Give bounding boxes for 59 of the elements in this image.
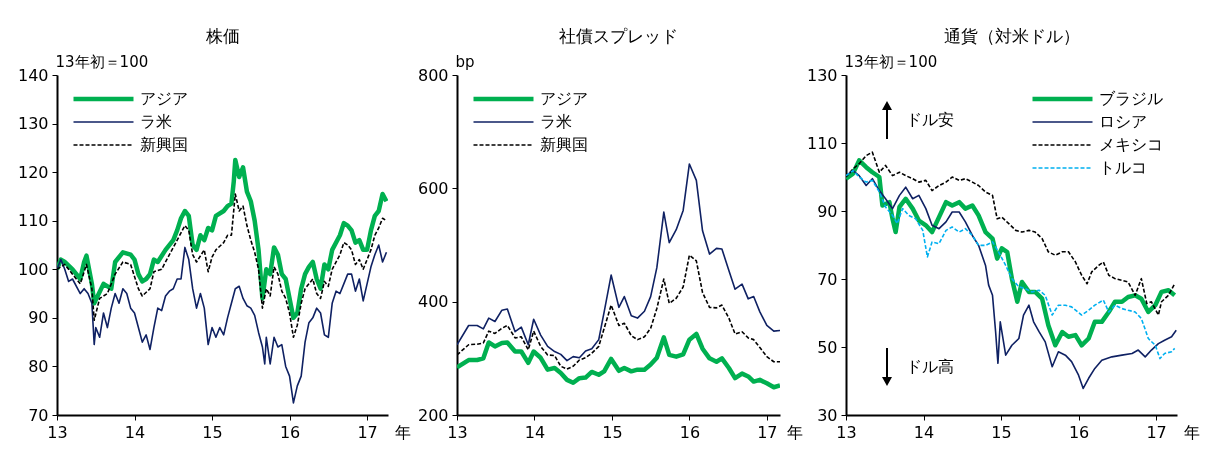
y-axis-title: 13年初＝100 (844, 52, 938, 71)
x-tick-label: 15 (602, 422, 623, 442)
legend-label: メキシコ (1099, 135, 1163, 154)
y-axis-title: 13年初＝100 (55, 52, 149, 71)
legend-label: 新興国 (540, 135, 588, 154)
x-tick-label: 17 (757, 422, 778, 442)
x-tick-label: 16 (1068, 422, 1090, 442)
x-axis-title: 年 (786, 422, 803, 442)
y-tick-label: 90 (28, 308, 49, 328)
y-tick-label: 120 (17, 162, 49, 182)
chart-title: 株価 (204, 26, 240, 46)
annotation: ドル高 (906, 357, 954, 376)
line-series (457, 331, 780, 390)
legend-label: 新興国 (140, 135, 188, 154)
y-tick-label: 50 (817, 337, 838, 357)
x-tick-label: 16 (679, 422, 701, 442)
x-tick-label: 13 (47, 422, 68, 442)
y-tick-label: 90 (817, 201, 838, 221)
line-series (846, 151, 1176, 316)
x-tick-label: 14 (124, 422, 146, 442)
legend-label: アジア (140, 89, 188, 108)
line-series (57, 157, 388, 321)
legend-label: ブラジル (1099, 89, 1163, 108)
y-tick-label: 140 (17, 65, 49, 85)
y-tick-label: 30 (817, 405, 838, 425)
x-tick-label: 13 (836, 422, 857, 442)
legend-label: トルコ (1099, 158, 1147, 177)
x-tick-label: 14 (913, 422, 935, 442)
chart-title: 通貨（対米ドル） (943, 26, 1080, 46)
legend-label: ラ米 (140, 112, 172, 131)
y-tick-label: 400 (417, 292, 449, 312)
y-tick-label: 110 (806, 133, 838, 153)
x-axis-title: 年 (1183, 422, 1200, 442)
legend-label: ロシア (1099, 112, 1147, 131)
y-tick-label: 600 (417, 178, 449, 198)
x-tick-label: 16 (279, 422, 301, 442)
x-tick-label: 15 (202, 422, 223, 442)
y-axis-title: bp (455, 52, 475, 71)
x-tick-label: 17 (1146, 422, 1167, 442)
y-tick-label: 130 (17, 114, 49, 134)
y-tick-label: 70 (817, 269, 838, 289)
line-series (457, 163, 780, 362)
chart-title: 社債スプレッド (559, 26, 678, 46)
y-tick-label: 800 (417, 65, 449, 85)
x-tick-label: 14 (524, 422, 546, 442)
legend-label: アジア (540, 89, 588, 108)
y-tick-label: 70 (28, 405, 49, 425)
x-tick-label: 17 (357, 422, 378, 442)
x-axis-title: 年 (394, 422, 411, 442)
x-tick-label: 15 (991, 422, 1012, 442)
y-tick-label: 110 (17, 211, 49, 231)
legend-label: ラ米 (540, 112, 572, 131)
y-tick-label: 100 (17, 259, 49, 279)
annotation: ドル安 (906, 110, 954, 129)
y-tick-label: 200 (417, 405, 449, 425)
x-tick-label: 13 (447, 422, 468, 442)
line-series (57, 244, 388, 404)
y-tick-label: 80 (28, 356, 49, 376)
y-tick-label: 130 (806, 65, 838, 85)
